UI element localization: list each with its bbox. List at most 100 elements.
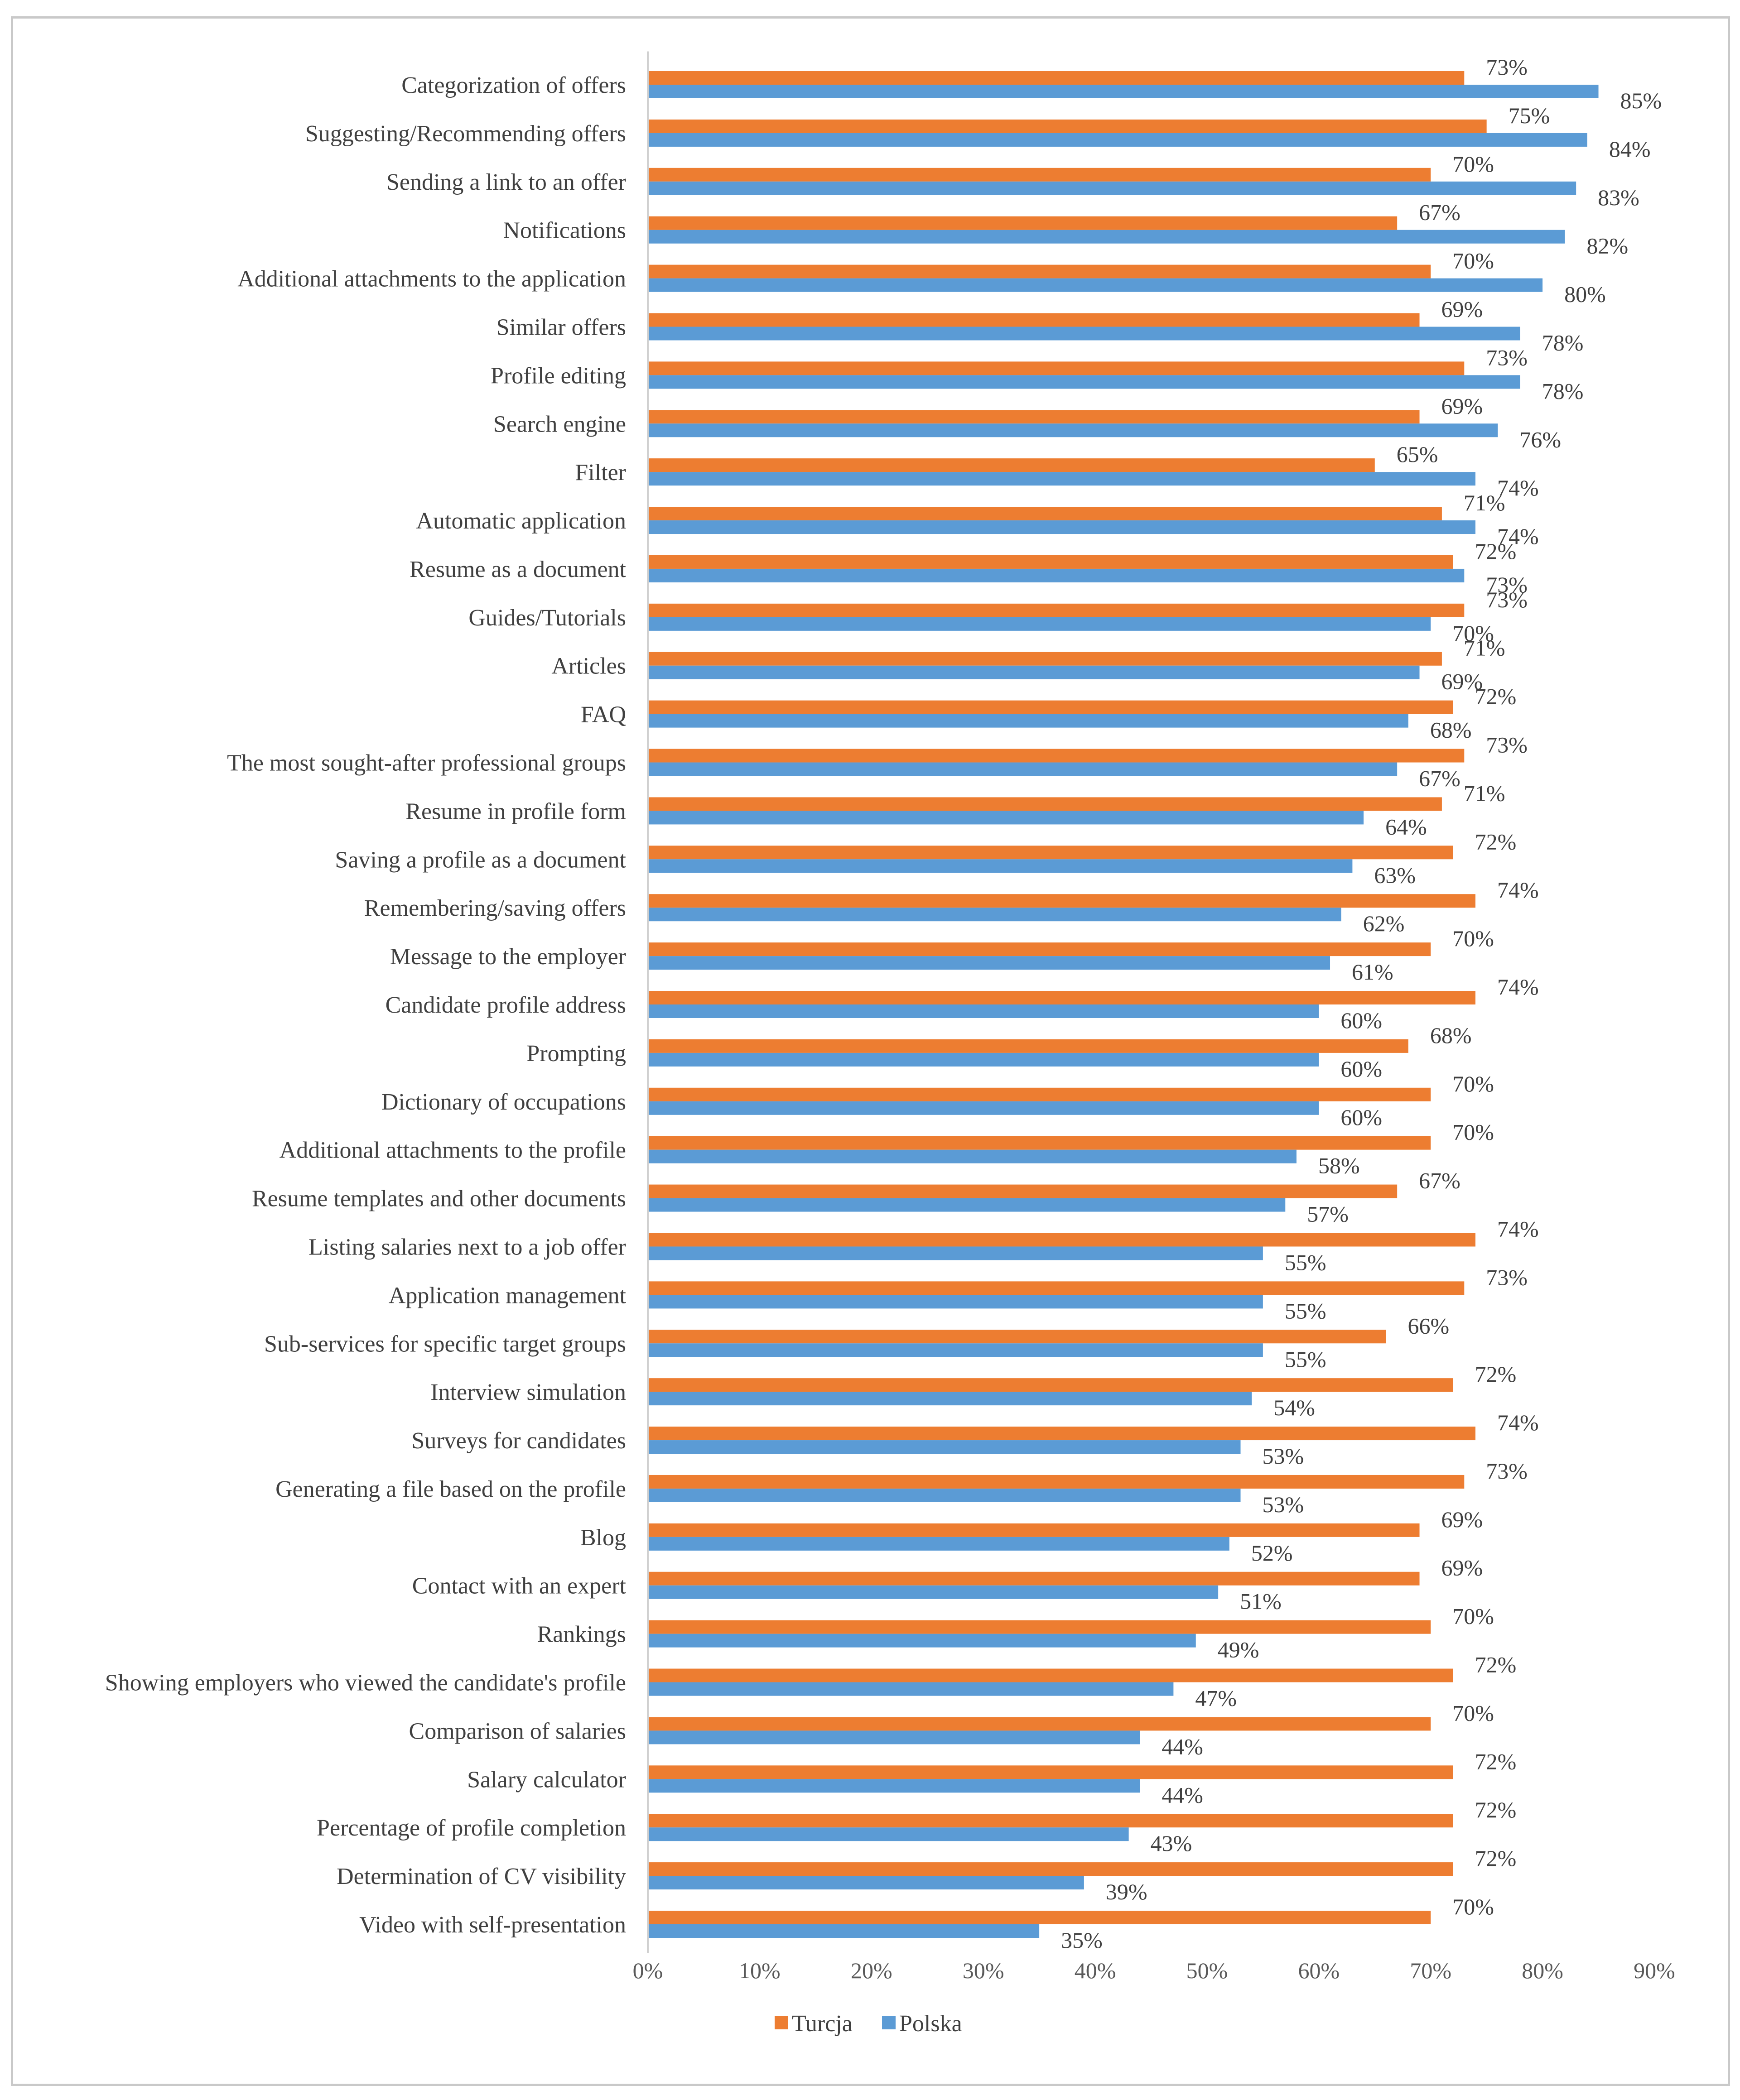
- value-label-turcja: 70%: [1452, 1120, 1494, 1145]
- x-tick-label: 30%: [963, 1958, 1004, 1983]
- bar-polska: [648, 714, 1408, 728]
- category-label: Resume as a document: [410, 557, 627, 582]
- bar-turcja: [648, 991, 1475, 1004]
- bar-turcja: [648, 216, 1398, 230]
- value-label-turcja: 72%: [1475, 1749, 1517, 1774]
- value-label-polska: 60%: [1340, 1105, 1382, 1130]
- value-label-turcja: 72%: [1475, 1361, 1517, 1387]
- x-tick-label: 70%: [1410, 1958, 1451, 1983]
- bar-polska: [648, 1440, 1241, 1454]
- bar-turcja: [648, 1668, 1453, 1682]
- category-label: Showing employers who viewed the candida…: [105, 1670, 626, 1696]
- bar-polska: [648, 1198, 1286, 1212]
- value-label-turcja: 69%: [1441, 393, 1483, 418]
- bar-polska: [648, 1827, 1129, 1841]
- category-label: FAQ: [581, 702, 626, 728]
- legend-swatch-turcja: [775, 2016, 788, 2029]
- category-label: Articles: [551, 654, 626, 679]
- value-label-turcja: 72%: [1475, 684, 1517, 709]
- category-label: Profile editing: [491, 363, 626, 389]
- legend-label-polska: Polska: [899, 2011, 962, 2037]
- value-label-polska: 54%: [1273, 1395, 1315, 1420]
- value-label-polska: 44%: [1162, 1782, 1203, 1807]
- category-label: Filter: [575, 460, 626, 485]
- category-label: Prompting: [526, 1041, 626, 1067]
- bar-polska: [648, 472, 1475, 486]
- value-label-polska: 69%: [1441, 669, 1483, 694]
- value-label-polska: 57%: [1307, 1201, 1349, 1227]
- value-label-polska: 35%: [1061, 1927, 1103, 1953]
- category-label: Search engine: [493, 411, 626, 437]
- value-label-polska: 78%: [1542, 330, 1584, 355]
- bar-polska: [648, 1779, 1140, 1793]
- value-label-polska: 47%: [1195, 1686, 1237, 1711]
- value-label-turcja: 74%: [1497, 1216, 1539, 1241]
- bar-polska: [648, 1295, 1263, 1309]
- bar-polska: [648, 423, 1498, 437]
- value-label-turcja: 73%: [1486, 587, 1528, 612]
- category-label: Categorization of offers: [401, 72, 626, 98]
- category-label: Generating a file based on the profile: [275, 1476, 626, 1502]
- bar-polska: [648, 230, 1565, 244]
- bar-turcja: [648, 942, 1431, 956]
- bar-polska: [648, 1585, 1219, 1599]
- value-label-turcja: 73%: [1486, 732, 1528, 758]
- bar-turcja: [648, 410, 1420, 424]
- category-label: Contact with an expert: [412, 1573, 627, 1599]
- bar-polska: [648, 1634, 1196, 1648]
- bar-polska: [648, 1149, 1297, 1163]
- value-label-polska: 67%: [1419, 766, 1460, 791]
- category-label: Dictionary of occupations: [381, 1089, 626, 1115]
- bar-polska: [648, 811, 1364, 825]
- category-label: Sub-services for specific target groups: [264, 1331, 626, 1357]
- value-label-turcja: 70%: [1452, 1894, 1494, 1919]
- bar-turcja: [648, 1475, 1465, 1489]
- value-label-polska: 44%: [1162, 1734, 1203, 1759]
- bar-turcja: [648, 313, 1420, 327]
- category-label: Listing salaries next to a job offer: [308, 1234, 626, 1260]
- bar-polska: [648, 1537, 1229, 1551]
- value-label-polska: 55%: [1285, 1249, 1326, 1275]
- bar-polska: [648, 762, 1398, 776]
- value-label-turcja: 72%: [1475, 538, 1517, 564]
- value-label-polska: 70%: [1452, 620, 1494, 646]
- value-label-turcja: 74%: [1497, 974, 1539, 1000]
- bar-turcja: [648, 1330, 1386, 1344]
- x-tick-label: 90%: [1634, 1958, 1675, 1983]
- bar-turcja: [648, 71, 1465, 85]
- value-label-polska: 73%: [1486, 572, 1528, 597]
- value-label-turcja: 70%: [1452, 248, 1494, 274]
- bar-polska: [648, 568, 1465, 582]
- value-label-turcja: 73%: [1486, 1458, 1528, 1484]
- value-label-polska: 68%: [1430, 717, 1472, 743]
- bar-turcja: [648, 1620, 1431, 1634]
- bar-polska: [648, 1730, 1140, 1744]
- category-label: Surveys for candidates: [411, 1428, 626, 1454]
- x-tick-label: 60%: [1298, 1958, 1340, 1983]
- category-label: Saving a profile as a document: [335, 847, 626, 873]
- bar-polska: [648, 327, 1520, 341]
- legend: Turcja Polska: [775, 2011, 962, 2037]
- value-label-turcja: 75%: [1509, 103, 1550, 128]
- value-label-turcja: 68%: [1430, 1023, 1472, 1048]
- category-label: Automatic application: [416, 508, 626, 534]
- bar-turcja: [648, 168, 1431, 182]
- value-label-turcja: 67%: [1419, 200, 1460, 225]
- category-label: Determination of CV visibility: [337, 1864, 626, 1889]
- value-label-turcja: 72%: [1475, 1652, 1517, 1677]
- x-tick-label: 80%: [1522, 1958, 1563, 1983]
- bar-polska: [648, 956, 1330, 970]
- value-label-turcja: 72%: [1475, 829, 1517, 854]
- x-tick-label: 50%: [1186, 1958, 1228, 1983]
- value-label-polska: 76%: [1519, 427, 1561, 452]
- value-label-polska: 83%: [1598, 185, 1639, 210]
- value-label-polska: 61%: [1352, 959, 1393, 985]
- bar-polska: [648, 908, 1341, 922]
- bar-turcja: [648, 264, 1431, 279]
- bar-polska: [648, 617, 1431, 631]
- bar-chart: Categorization of offers Suggesting/Recom…: [105, 51, 1675, 2037]
- category-label: Rankings: [537, 1622, 626, 1648]
- value-label-polska: 82%: [1586, 233, 1628, 259]
- bar-turcja: [648, 700, 1453, 714]
- value-label-polska: 58%: [1318, 1153, 1360, 1178]
